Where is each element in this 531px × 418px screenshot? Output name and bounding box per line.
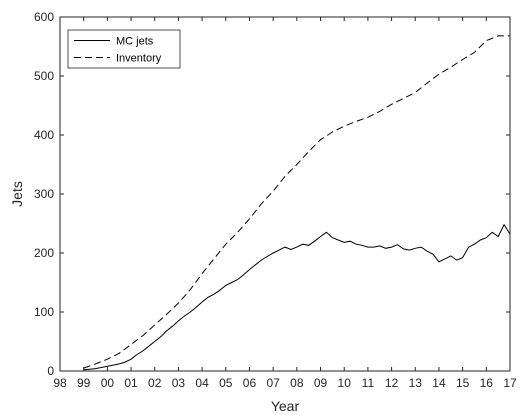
x-tick-label: 03 xyxy=(172,376,186,390)
y-tick-label: 400 xyxy=(34,128,54,142)
x-axis-label: Year xyxy=(271,398,300,414)
series-line-mc-jets xyxy=(83,223,511,371)
x-tick-label: 17 xyxy=(503,376,517,390)
x-tick-label: 06 xyxy=(243,376,257,390)
x-tick-label: 13 xyxy=(409,376,423,390)
x-tick-label: 12 xyxy=(385,376,399,390)
y-axis-label: Jets xyxy=(9,181,25,207)
x-tick-label: 01 xyxy=(124,376,138,390)
y-tick-label: 100 xyxy=(34,305,54,319)
plot-area xyxy=(59,16,511,372)
legend-box xyxy=(67,29,181,69)
legend-label-inventory: Inventory xyxy=(116,53,162,65)
x-tick-label: 07 xyxy=(266,376,280,390)
x-axis-ticks: 98 99 00 01 02 03 04 05 06 07 08 09 10 11 12 13 14 15 16 17 xyxy=(53,17,517,390)
y-tick-label: 0 xyxy=(47,364,54,378)
y-tick-label: 500 xyxy=(34,69,54,83)
x-tick-label: 02 xyxy=(148,376,162,390)
x-tick-label: 15 xyxy=(456,376,470,390)
x-tick-label: 99 xyxy=(77,376,91,390)
y-tick-label: 300 xyxy=(34,187,54,201)
x-tick-label: 09 xyxy=(314,376,328,390)
x-tick-label: 04 xyxy=(195,376,209,390)
y-tick-label: 200 xyxy=(34,246,54,260)
y-axis-ticks: 0 100 200 300 400 500 600 xyxy=(34,10,510,378)
x-tick-label: 08 xyxy=(290,376,304,390)
legend-label-mc-jets: MC jets xyxy=(116,36,154,48)
x-tick-label: 05 xyxy=(219,376,233,390)
legend: MC jets Inventory xyxy=(67,29,181,69)
x-tick-label: 16 xyxy=(480,376,494,390)
series-group xyxy=(83,35,511,371)
x-tick-label: 11 xyxy=(362,376,375,390)
x-tick-label: 14 xyxy=(432,376,446,390)
y-tick-label: 600 xyxy=(34,10,54,24)
series-line-inventory xyxy=(83,35,510,369)
x-tick-label: 98 xyxy=(53,376,67,390)
x-tick-label: 10 xyxy=(338,376,352,390)
x-tick-label: 00 xyxy=(101,376,115,390)
